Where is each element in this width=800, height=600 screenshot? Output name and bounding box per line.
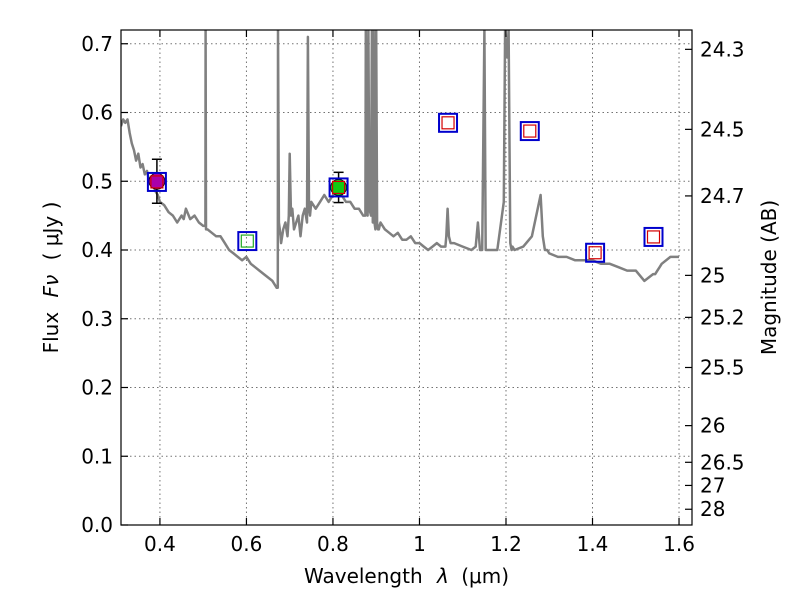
- model-point-outer: [643, 226, 664, 247]
- spectrum-line: [121, 30, 679, 290]
- x-axis-label: Wavelength λ (μm): [304, 564, 509, 588]
- y-tick-label: 0.1: [81, 444, 113, 468]
- grid-layer: [121, 30, 692, 526]
- mag-tick-label: 27: [700, 473, 725, 497]
- model-point-inner: [588, 246, 602, 260]
- x-tick-label: 1.4: [577, 532, 609, 556]
- model-point-inner: [240, 234, 254, 248]
- y-tick-label: 0.6: [81, 101, 113, 125]
- model-point-outer: [237, 231, 258, 252]
- model-point-outer: [438, 112, 459, 133]
- model-point-inner: [523, 124, 537, 138]
- x-tick-label: 0.8: [317, 532, 349, 556]
- model-point-outer: [328, 177, 349, 198]
- y-axis-label: Flux Fν ( μJy ): [39, 202, 63, 354]
- plot-frame: [120, 29, 693, 526]
- x-tick-label: 0.6: [231, 532, 263, 556]
- model-point-outer: [585, 242, 606, 263]
- model-point-outer: [146, 171, 167, 192]
- model-point-inner: [646, 230, 661, 244]
- y-tick-label: 0.7: [81, 32, 113, 56]
- y-tick-label: 0.5: [81, 169, 113, 193]
- x-tick-label: 1.6: [663, 532, 695, 556]
- mag-tick-label: 25.5: [700, 355, 745, 379]
- model-point-outer: [519, 121, 540, 142]
- spectrum-layer: [121, 30, 679, 290]
- y-tick-label: 0.2: [81, 376, 113, 400]
- mag-tick-label: 26.5: [700, 450, 745, 474]
- y-tick-label: 0.4: [81, 238, 113, 262]
- x-tick-label: 1: [413, 532, 426, 556]
- mag-tick-label: 26: [700, 414, 725, 438]
- model-point-inner: [331, 180, 346, 195]
- model-point-inner: [150, 175, 164, 189]
- mag-tick-label: 25: [700, 263, 725, 287]
- y-tick-label: 0.3: [81, 307, 113, 331]
- mag-tick-label: 25.2: [700, 305, 745, 329]
- mag-tick-label: 24.7: [700, 184, 745, 208]
- x-tick-label: 0.4: [144, 532, 176, 556]
- model-point-inner: [441, 116, 455, 130]
- mag-tick-label: 24.3: [700, 37, 745, 61]
- ticks-layer: 0.4 0.6 0.8 1 1.2 1.4 1.6 0.0 0.1 0.2 0.3 0.4 0.5 0.6…: [81, 30, 745, 556]
- y2-axis-label: Magnitude (AB): [757, 200, 781, 355]
- x-tick-label: 1.2: [490, 532, 522, 556]
- points-layer: [146, 112, 664, 263]
- mag-tick-label: 28: [700, 497, 725, 521]
- mag-tick-label: 24.5: [700, 117, 745, 141]
- y-tick-label: 0.0: [81, 513, 113, 537]
